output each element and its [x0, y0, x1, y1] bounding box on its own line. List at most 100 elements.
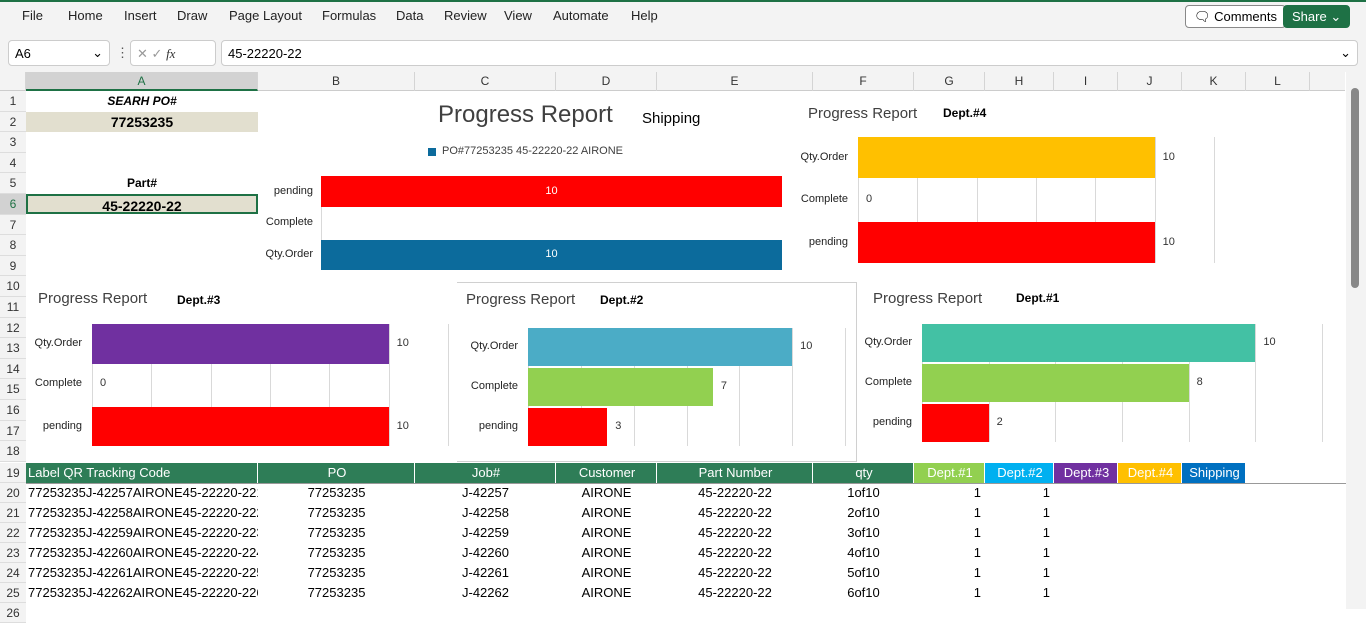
- table-cell[interactable]: 1: [1042, 505, 1050, 520]
- row-header-21[interactable]: 21: [0, 503, 26, 523]
- share-button[interactable]: Share ⌄: [1283, 5, 1351, 28]
- table-cell[interactable]: 1: [1042, 545, 1050, 560]
- row-header-25[interactable]: 25: [0, 583, 26, 603]
- table-header-3[interactable]: Customer: [556, 463, 657, 483]
- table-cell[interactable]: 77253235: [307, 585, 366, 600]
- menu-view[interactable]: View: [504, 8, 532, 23]
- bar-qtyorder[interactable]: [528, 328, 793, 366]
- table-header-0[interactable]: Label QR Tracking Code: [26, 463, 258, 483]
- row-header-24[interactable]: 24: [0, 563, 26, 583]
- table-cell[interactable]: AIRONE: [581, 545, 632, 560]
- bar-qtyorder[interactable]: [858, 137, 1155, 178]
- part-label[interactable]: Part#: [126, 176, 158, 191]
- table-cell[interactable]: J-42260: [462, 545, 509, 560]
- table-cell[interactable]: 1: [973, 505, 981, 520]
- bar-pending[interactable]: [92, 407, 389, 446]
- row-header-11[interactable]: 11: [0, 297, 26, 318]
- row-header-1[interactable]: 1: [0, 91, 26, 112]
- bar-pending[interactable]: [922, 404, 989, 442]
- table-cell[interactable]: 3of10: [847, 525, 880, 540]
- table-cell[interactable]: 6of10: [847, 585, 880, 600]
- row-header-23[interactable]: 23: [0, 543, 26, 563]
- row-header-19[interactable]: 19: [0, 463, 26, 483]
- menu-formulas[interactable]: Formulas: [322, 8, 377, 23]
- function-icon[interactable]: fx: [166, 46, 176, 61]
- column-header-E[interactable]: E: [657, 72, 813, 91]
- column-header-L[interactable]: L: [1246, 72, 1310, 91]
- menu-automate[interactable]: Automate: [553, 8, 609, 23]
- table-cell[interactable]: AIRONE: [581, 485, 632, 500]
- comments-button[interactable]: 🗨 Comments: [1185, 5, 1286, 28]
- row-header-7[interactable]: 7: [0, 214, 26, 236]
- column-header-K[interactable]: K: [1182, 72, 1246, 91]
- table-cell[interactable]: 4of10: [847, 545, 880, 560]
- table-cell[interactable]: J-42257: [462, 485, 509, 500]
- table-cell[interactable]: 45-22220-22: [698, 565, 772, 580]
- table-cell[interactable]: 1: [973, 565, 981, 580]
- column-header-G[interactable]: G: [914, 72, 985, 91]
- table-cell[interactable]: 45-22220-22: [698, 585, 772, 600]
- row-header-18[interactable]: 18: [0, 441, 26, 462]
- column-header-C[interactable]: C: [415, 72, 556, 91]
- menu-review[interactable]: Review: [444, 8, 487, 23]
- row-header-13[interactable]: 13: [0, 338, 26, 359]
- menu-file[interactable]: File: [22, 8, 43, 23]
- bar-qtyorder[interactable]: [321, 240, 782, 270]
- table-cell[interactable]: 77253235: [307, 505, 366, 520]
- table-header-8[interactable]: Dept.#3: [1054, 463, 1118, 483]
- row-header-16[interactable]: 16: [0, 400, 26, 421]
- table-cell[interactable]: J-42261: [462, 565, 509, 580]
- table-cell[interactable]: J-42258: [462, 505, 509, 520]
- menu-draw[interactable]: Draw: [177, 8, 208, 23]
- expand-icon[interactable]: ⌄: [1340, 45, 1351, 60]
- cancel-icon[interactable]: ✕: [137, 46, 148, 61]
- row-header-8[interactable]: 8: [0, 235, 26, 256]
- table-cell[interactable]: 77253235: [307, 525, 366, 540]
- column-header-B[interactable]: B: [258, 72, 415, 91]
- vertical-scrollbar[interactable]: [1346, 72, 1366, 609]
- table-cell[interactable]: 77253235: [307, 565, 366, 580]
- table-cell[interactable]: 5of10: [847, 565, 880, 580]
- search-po-label[interactable]: SEARH PO#: [107, 94, 177, 108]
- menu-insert[interactable]: Insert: [124, 8, 157, 23]
- column-header-H[interactable]: H: [985, 72, 1054, 91]
- row-header-22[interactable]: 22: [0, 523, 26, 543]
- table-cell[interactable]: 1: [1042, 565, 1050, 580]
- table-cell[interactable]: 1: [973, 485, 981, 500]
- scrollbar-thumb[interactable]: [1351, 88, 1359, 288]
- table-cell[interactable]: 1: [973, 545, 981, 560]
- bar-qtyorder[interactable]: [922, 324, 1256, 362]
- column-header-J[interactable]: J: [1118, 72, 1182, 91]
- table-cell[interactable]: 1: [1042, 485, 1050, 500]
- bar-qtyorder[interactable]: [92, 324, 389, 364]
- menu-home[interactable]: Home: [68, 8, 103, 23]
- bar-complete[interactable]: [528, 368, 713, 406]
- table-cell[interactable]: J-42262: [462, 585, 509, 600]
- table-header-6[interactable]: Dept.#1: [914, 463, 985, 483]
- row-header-12[interactable]: 12: [0, 317, 26, 339]
- part-input[interactable]: 45-22220-22: [26, 194, 258, 214]
- menu-help[interactable]: Help: [631, 8, 658, 23]
- table-cell[interactable]: 1: [1042, 585, 1050, 600]
- row-header-2[interactable]: 2: [0, 111, 26, 133]
- table-cell[interactable]: 45-22220-22: [698, 545, 772, 560]
- table-cell[interactable]: J-42259: [462, 525, 509, 540]
- row-header-4[interactable]: 4: [0, 152, 26, 174]
- table-cell[interactable]: 77253235: [307, 545, 366, 560]
- formula-input[interactable]: 45-22220-22 ⌄: [221, 40, 1358, 66]
- row-header-3[interactable]: 3: [0, 132, 26, 153]
- row-header-14[interactable]: 14: [0, 358, 26, 380]
- table-cell[interactable]: 2of10: [847, 505, 880, 520]
- enter-icon[interactable]: ✓: [151, 46, 163, 61]
- bar-complete[interactable]: [922, 364, 1189, 402]
- row-header-5[interactable]: 5: [0, 173, 26, 194]
- table-cell[interactable]: AIRONE: [581, 585, 632, 600]
- row-header-20[interactable]: 20: [0, 483, 26, 503]
- table-header-1[interactable]: PO: [258, 463, 415, 483]
- row-header-6[interactable]: 6: [0, 194, 26, 215]
